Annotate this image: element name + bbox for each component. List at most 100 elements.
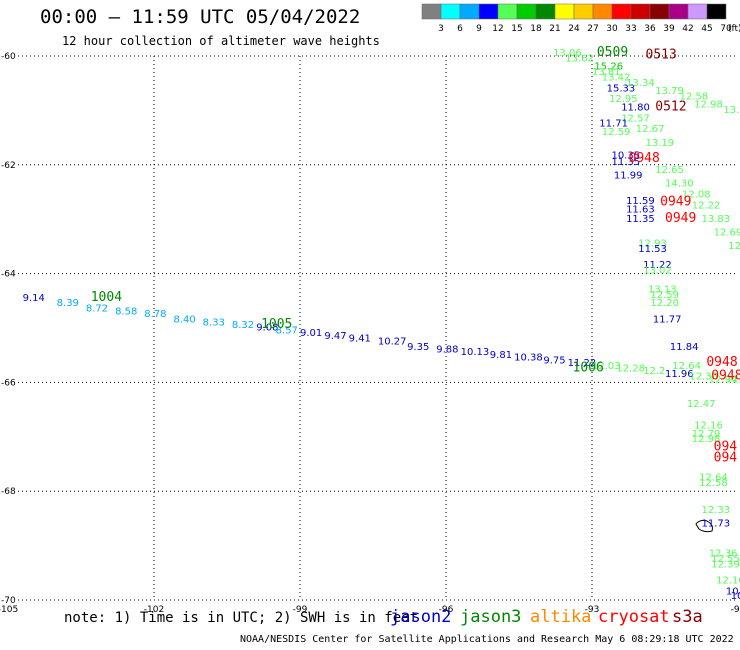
swh-value: 13.13 [648, 285, 677, 296]
swh-value: 12.03 [592, 361, 621, 372]
lat-tick-label: -66 [1, 378, 16, 388]
colorbar-label: 24 [568, 24, 580, 34]
swh-value: 12.98 [694, 100, 723, 111]
swh-value: 12.28 [726, 374, 740, 385]
swh-value: 13.19 [646, 138, 675, 149]
swh-value: 11.22 [643, 260, 672, 271]
axis-ticks: -105 -102 -99 -96 -93 -90 -60 -62 -64 -66 -68 -70 [0, 52, 740, 615]
swh-value: 10.51 [726, 587, 740, 598]
colorbar-swatch [592, 3, 613, 20]
swh-value: 8.58 [115, 306, 137, 317]
swh-value: 11.84 [670, 342, 699, 353]
lat-tick-label: -68 [1, 487, 16, 497]
swh-value: 12.59 [650, 290, 679, 301]
lat-tick-label: -62 [1, 161, 16, 171]
colorbar-label: 45 [701, 24, 712, 34]
colorbar-label: 36 [644, 24, 656, 34]
colorbar-swatch [535, 3, 556, 20]
pass-time-label: 094 [714, 439, 738, 454]
swh-value: 11.35 [611, 157, 640, 168]
lon-tick-label: -99 [293, 605, 308, 615]
colorbar-label: 12 [492, 24, 503, 34]
swh-value: 12.95 [609, 94, 638, 105]
colorbar-bin: 21 [535, 3, 561, 34]
colorbar-swatch [497, 3, 518, 20]
lat-tick-label: -64 [1, 270, 16, 280]
satellite-altika: altika [530, 607, 592, 627]
swh-value: 12.67 [636, 124, 665, 135]
swh-value: 9.01 [300, 328, 322, 339]
swh-value: 12.39 [711, 559, 740, 570]
swh-value: 12.47 [687, 399, 716, 410]
swh-value: 12.10 [716, 576, 740, 587]
pass-time-label: 1004 [91, 290, 122, 305]
swh-value: 8.57 [276, 325, 298, 336]
island-outline [695, 519, 713, 533]
swh-value: 9.88 [436, 344, 458, 355]
pass-time-label: 0948 [706, 355, 737, 370]
swh-value: 12.33 [702, 505, 731, 516]
colorbar-label: 30 [606, 24, 618, 34]
lon-tick-label: -105 [0, 605, 18, 615]
swh-value: 9.75 [543, 355, 565, 366]
lon-tick-label: -102 [144, 605, 164, 615]
swh-value: 12.55 [711, 554, 740, 565]
swh-value: 11.35 [626, 214, 655, 225]
swh-value: 11.22 [568, 358, 597, 369]
lon-tick-label: -93 [585, 605, 600, 615]
pass-time-label: 1005 [261, 317, 292, 332]
swh-value: 12.59 [602, 127, 631, 138]
colorbar-swatch [516, 3, 537, 20]
swh-value: 12.20 [650, 298, 679, 309]
swh-value: 11.99 [614, 170, 643, 181]
swh-value: 12.98 [692, 434, 721, 445]
lon-tick-label: -90 [731, 605, 740, 615]
colorbar-swatch [668, 3, 689, 20]
swh-value: 12.64 [672, 361, 701, 372]
swh-value: 13.81 [592, 67, 621, 78]
swh-value: 12.30 [689, 372, 718, 383]
colorbar-swatch [573, 3, 594, 20]
swh-value: 11.71 [599, 119, 628, 130]
colorbar-bin: 3 [421, 3, 444, 34]
lon-tick-label: -96 [439, 605, 454, 615]
colorbar-label: 18 [530, 24, 542, 34]
swh-value: 12.22 [692, 200, 721, 211]
swh-value: 12.5 [728, 241, 740, 252]
map-title: 00:00 — 11:59 UTC 05/04/2022 [40, 6, 361, 28]
swh-value: 12.08 [682, 189, 711, 200]
pass-time-label: 094 [714, 450, 738, 465]
swh-value: 8.39 [57, 298, 79, 309]
pass-time-label: 1006 [573, 361, 604, 376]
footer-note: note: 1) Time is in UTC; 2) SWH is in fe… [64, 610, 419, 626]
swh-value: 13.34 [626, 78, 655, 89]
colorbar-label: 3 [438, 24, 444, 34]
colorbar-unit: (ft) [728, 24, 740, 34]
swh-value: 13.62 [565, 53, 594, 64]
swh-value: 9.35 [407, 342, 429, 353]
colorbar-swatch [554, 3, 575, 20]
swh-value: 13.02 [643, 266, 672, 277]
swh-value: 15.26 [594, 62, 623, 73]
swh-value: 10.58 [731, 591, 740, 602]
swh-value: 8.32 [232, 320, 254, 331]
swh-value: 9.08 [256, 323, 278, 334]
swh-value: 11.96 [665, 369, 694, 380]
lat-lon-grid [18, 55, 738, 601]
swh-value: 8.33 [203, 317, 225, 328]
swh-value: 13.42 [602, 72, 631, 83]
lat-tick-label: -60 [1, 52, 16, 62]
swh-value: 12.69 [714, 228, 740, 239]
footer-credit: NOAA/NESDIS Center for Satellite Applica… [240, 634, 734, 645]
pass-time-label: 0949 [660, 195, 691, 210]
pass-time-label: 0949 [665, 211, 696, 226]
swh-value: 12.58 [680, 92, 709, 103]
swh-value: 11.77 [653, 315, 682, 326]
colorbar-label: 6 [457, 24, 463, 34]
satellite-jason3: jason3 [460, 607, 522, 627]
colorbar-swatch [440, 3, 461, 20]
swh-value: 12.36 [709, 548, 738, 559]
